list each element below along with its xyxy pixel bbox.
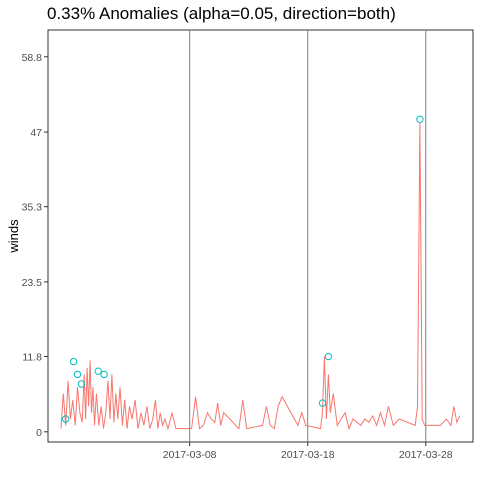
vline-layer — [189, 30, 427, 442]
series-layer — [60, 122, 461, 431]
y-tick-label: 11.8 — [22, 352, 42, 364]
chart-title: 0.33% Anomalies (alpha=0.05, direction=b… — [47, 4, 396, 23]
y-tick-label: 58.8 — [22, 52, 43, 64]
x-tick-label: 2017-03-18 — [281, 449, 335, 461]
x-axis: 2017-03-08 2017-03-18 2017-03-28 — [163, 442, 453, 461]
anomaly-point — [318, 399, 327, 407]
anomaly-point — [73, 370, 82, 379]
y-axis-title: winds — [6, 219, 21, 254]
anomaly-point — [416, 115, 424, 124]
y-tick-label: 23.5 — [22, 277, 43, 289]
x-tick-label: 2017-03-08 — [163, 449, 217, 461]
anomaly-point — [61, 415, 70, 423]
anomaly-point — [69, 357, 78, 366]
anomaly-layer — [61, 115, 424, 423]
anomaly-point — [77, 380, 86, 388]
anomaly-point — [100, 370, 108, 379]
series-line — [60, 122, 461, 431]
y-axis: 0 11.8 23.5 35.3 47 58.8 — [22, 52, 48, 439]
x-tick-label: 2017-03-28 — [399, 449, 453, 461]
anomaly-point — [94, 367, 102, 375]
y-tick-label: 47 — [30, 127, 42, 139]
y-tick-label: 35.3 — [22, 202, 43, 214]
anomaly-point — [324, 352, 333, 361]
y-tick-label: 0 — [36, 427, 42, 439]
plot-panel — [47, 29, 474, 443]
